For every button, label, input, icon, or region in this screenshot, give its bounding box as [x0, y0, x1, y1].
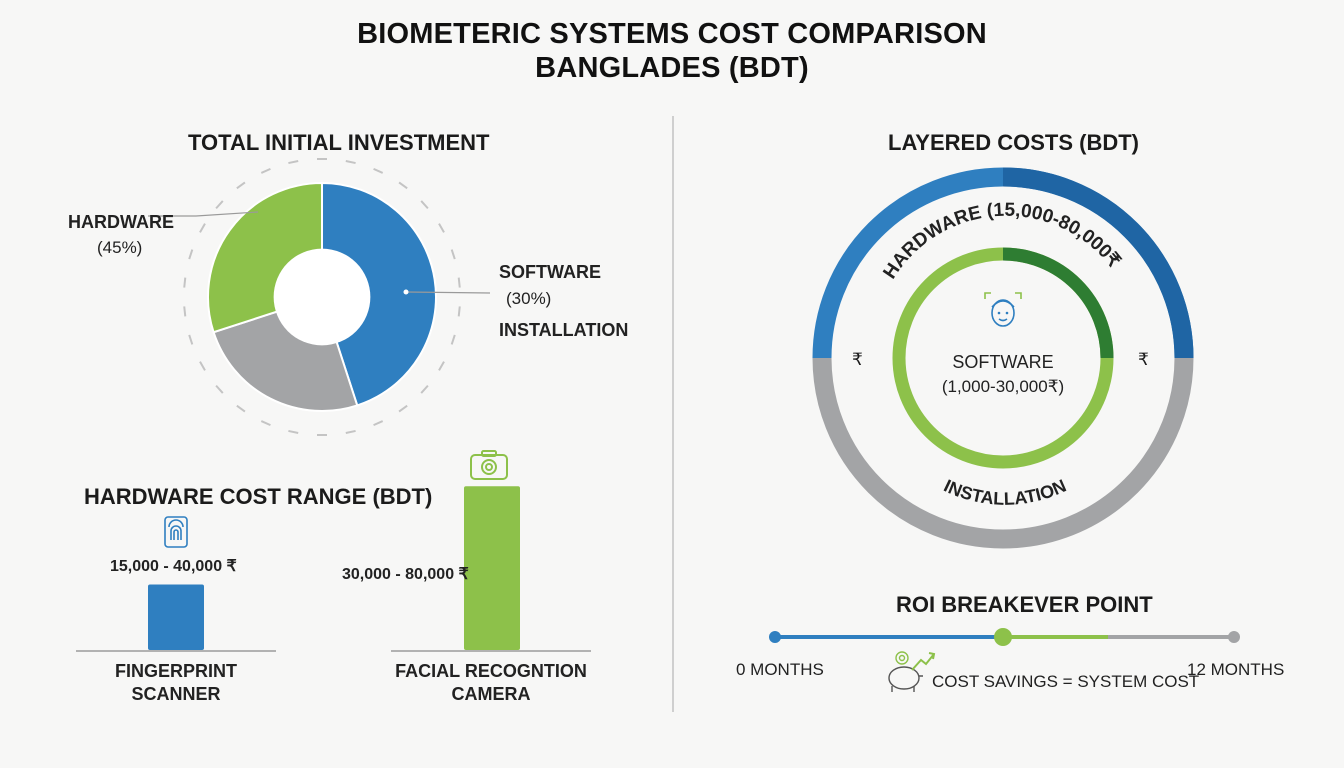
bar-facial-recognition-camera	[464, 486, 520, 650]
pie-tick-mark	[438, 223, 445, 233]
roi-end-point	[1228, 631, 1240, 643]
bar-fingerprint-scanner	[148, 584, 204, 650]
outer-ring-hardware-dark	[1002, 167, 1194, 359]
ring-label-software: SOFTWARE	[952, 352, 1054, 372]
ring-currency-left: ₹	[852, 350, 863, 370]
pie-tick-mark	[398, 404, 408, 413]
pie-tick-mark	[183, 306, 187, 317]
pie-tick-mark	[450, 334, 456, 345]
bar-range-label-camera: 30,000 - 80,000 ₹	[342, 566, 469, 583]
pie-label-hardware: HARDWARE	[68, 212, 174, 232]
pie-tick-mark	[420, 384, 429, 394]
face-icon	[984, 292, 1022, 327]
pie-tick-ring	[183, 158, 461, 436]
hardware-range-title: HARDWARE COST RANGE (BDT)	[84, 484, 433, 509]
pie-tick-mark	[236, 181, 246, 190]
pie-tick-mark	[373, 167, 384, 174]
pie-tick-mark	[398, 181, 408, 190]
pie-tick-mark	[438, 361, 445, 371]
bar-category-fingerprint-line2: SCANNER	[131, 684, 221, 704]
piggy-bank-icon	[888, 651, 936, 692]
ring-range-software: (1,000-30,000₹)	[941, 377, 1065, 396]
roi-start-point	[769, 631, 781, 643]
fingerprint-icon	[164, 516, 188, 548]
pie-value-hardware: (45%)	[97, 238, 143, 257]
pie-label-installation: INSTALLATION	[499, 320, 629, 340]
software-leader-line	[405, 291, 491, 294]
layered-costs-title: LAYERED COSTS (BDT)	[888, 130, 1139, 155]
bar-range-label-fingerprint: 15,000 - 40,000 ₹	[110, 558, 237, 575]
pie-slice-hardware	[321, 181, 437, 407]
bar-category-camera-line2: CAMERA	[451, 684, 531, 704]
pie-tick-mark	[345, 429, 356, 435]
pie-tick-mark	[373, 420, 384, 427]
pie-tick-mark	[199, 361, 206, 371]
software-leader-dot	[403, 289, 409, 295]
pie-tick-mark	[199, 223, 206, 233]
roi-breakeven-point	[994, 628, 1012, 646]
pie-tick-mark	[345, 159, 356, 165]
investment-chart-title: TOTAL INITIAL INVESTMENT	[188, 130, 490, 155]
pie-hole	[273, 248, 371, 346]
roi-breakeven-label: COST SAVINGS = SYSTEM COST	[932, 672, 1200, 691]
roi-title: ROI BREAKEVER POINT	[896, 592, 1153, 617]
pie-tick-mark	[236, 404, 246, 413]
pie-tick-mark	[450, 249, 456, 260]
page-subtitle: BANGLADES (BDT)	[535, 52, 809, 84]
pie-tick-mark	[288, 429, 299, 435]
panel-divider	[672, 116, 674, 712]
camera-icon	[470, 450, 508, 480]
pie-tick-mark	[183, 277, 187, 288]
pie-tick-mark	[215, 200, 224, 210]
pie-tick-mark	[420, 200, 429, 210]
pie-tick-mark	[288, 159, 299, 165]
roi-start-label: 0 MONTHS	[736, 660, 824, 679]
ring-currency-right: ₹	[1138, 350, 1149, 370]
pie-tick-mark	[215, 384, 224, 394]
pie-tick-mark	[188, 249, 194, 260]
inner-ring-software-dark	[1002, 247, 1114, 359]
bar-category-camera-line1: FACIAL RECOGNTION	[395, 661, 587, 681]
bar-category-fingerprint-line1: FINGERPRINT	[114, 661, 237, 681]
pie-label-software: SOFTWARE	[499, 262, 601, 282]
pie-tick-mark	[457, 306, 461, 317]
pie-tick-mark	[188, 334, 194, 345]
pie-tick-mark	[457, 277, 461, 288]
outer-ring-installation	[812, 357, 1194, 549]
roi-end-label: 12 MONTHS	[1187, 660, 1285, 679]
pie-value-software: (30%)	[506, 289, 552, 308]
hardware-leader-line-2	[195, 211, 259, 217]
page-title: BIOMETERIC SYSTEMS COST COMPARISON	[357, 18, 987, 50]
pie-tick-mark	[260, 420, 271, 427]
pie-tick-mark	[260, 167, 271, 174]
